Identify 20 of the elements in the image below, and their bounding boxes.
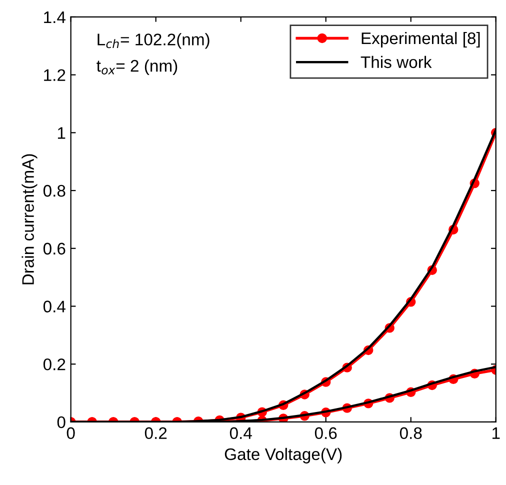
x-tick-label: 0.2 xyxy=(144,427,167,440)
y-axis-title: Drain current(mA) xyxy=(22,154,38,284)
legend-label: This work xyxy=(360,56,432,68)
annotation: t$_{ox}$= 2 (nm) xyxy=(96,59,178,76)
y-tick-label: 0 xyxy=(57,416,66,428)
y-tick-label: 0.4 xyxy=(43,300,66,312)
y-tick-label: 0.6 xyxy=(43,242,66,255)
x-tick-label: 0.6 xyxy=(314,427,337,440)
legend-label: Experimental [8] xyxy=(362,32,480,48)
x-tick-label: 0.8 xyxy=(400,427,422,440)
y-tick-label: 1.2 xyxy=(44,69,66,81)
x-tick-label: 0.4 xyxy=(230,427,252,440)
y-tick-label: 1.4 xyxy=(44,12,66,24)
x-tick-label: 0 xyxy=(66,427,75,440)
annotation: L$_{ch}$= 102.2(nm) xyxy=(98,33,210,49)
y-tick-label: 0.2 xyxy=(43,358,66,370)
x-tick-label: 1 xyxy=(492,427,500,439)
y-tick-label: 0.8 xyxy=(43,184,66,197)
y-tick-label: 1 xyxy=(58,127,66,139)
x-axis-title: Gate Voltage(V) xyxy=(224,448,342,464)
